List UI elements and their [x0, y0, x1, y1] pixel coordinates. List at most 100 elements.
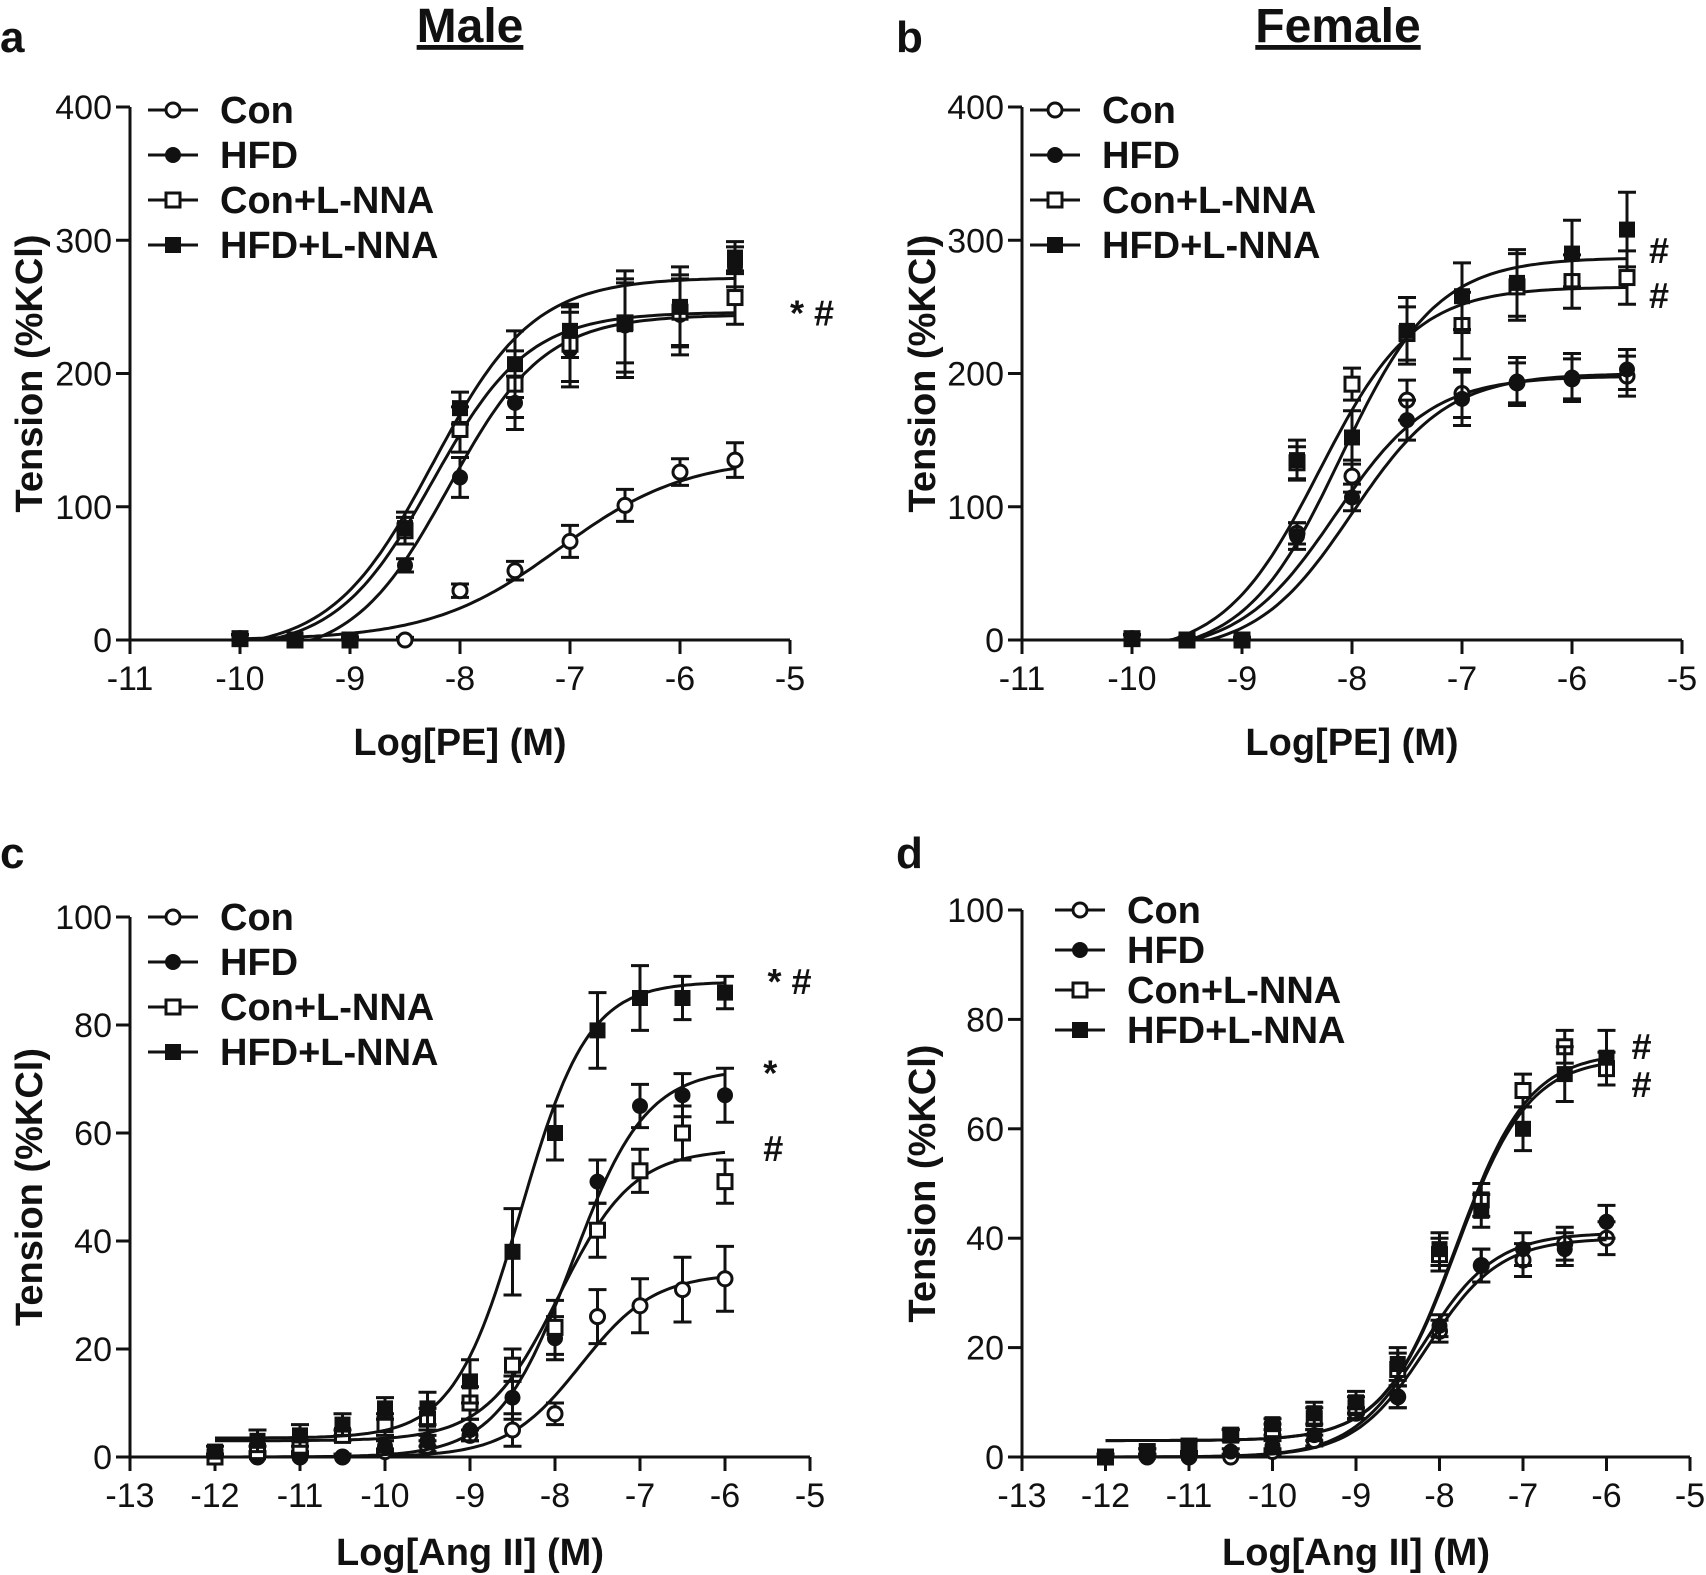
data-point — [1306, 1405, 1323, 1422]
data-point — [1454, 390, 1470, 407]
panel-letter: b — [896, 13, 923, 62]
data-point — [1124, 630, 1140, 647]
fit-curve — [240, 311, 736, 642]
x-axis-label: Log[Ang II] (M) — [336, 1532, 604, 1574]
y-axis-label: Tension (%KCl) — [9, 1048, 51, 1326]
data-point — [1619, 221, 1635, 238]
x-tick-label: -11 — [277, 1477, 324, 1515]
x-tick-label: -5 — [1667, 660, 1697, 698]
data-point — [589, 1022, 606, 1039]
data-point — [1343, 467, 1361, 485]
significance-annotation: # — [1632, 1064, 1652, 1105]
series-hfd — [1123, 348, 1636, 648]
data-point — [674, 1087, 691, 1104]
data-point — [617, 316, 633, 333]
x-tick-label: -12 — [190, 1477, 239, 1515]
x-tick-label: -7 — [1447, 660, 1477, 698]
legend-entry: HFD+L-NNA — [1030, 225, 1320, 267]
data-point — [1509, 274, 1525, 291]
chart-panel-b: b 0 100 200 300 400 -11 -10 -9 -8 -7 -6 -5 Log[PE] (M… — [896, 13, 1697, 764]
data-point — [1454, 288, 1470, 305]
data-point — [452, 400, 468, 417]
data-point — [396, 631, 414, 649]
x-tick-label: -11 — [999, 660, 1046, 698]
significance-annotation: # — [1649, 275, 1669, 316]
data-point — [1515, 1120, 1531, 1137]
y-axis-label: Tension (%KCl) — [902, 235, 944, 513]
data-point — [462, 1373, 478, 1390]
data-point — [1399, 322, 1415, 339]
x-tick-label: -13 — [997, 1477, 1046, 1515]
data-point — [249, 1432, 266, 1449]
series-con — [231, 441, 744, 649]
y-tick-label: 100 — [55, 899, 112, 937]
x-tick-label: -8 — [1337, 660, 1367, 698]
data-point — [504, 1389, 521, 1406]
x-tick-label: -10 — [1107, 660, 1156, 698]
data-point — [546, 1318, 564, 1336]
x-axis-label: Log[Ang II] (M) — [1222, 1532, 1490, 1574]
legend-entry: Con+L-NNA — [148, 180, 434, 222]
legend-entry: Con — [148, 897, 294, 939]
y-axis-label: Tension (%KCl) — [902, 1045, 944, 1323]
data-point — [462, 1422, 478, 1438]
fit-curve — [240, 314, 736, 642]
x-tick-label: -6 — [1557, 660, 1587, 698]
legend-label: Con — [220, 90, 294, 132]
data-point — [1618, 269, 1636, 287]
series-hfd-l-nna — [1096, 1028, 1616, 1465]
y-tick-label: 20 — [74, 1331, 112, 1369]
data-point — [632, 990, 648, 1006]
data-point — [1564, 245, 1580, 262]
data-point — [631, 1162, 649, 1180]
fit-curve — [239, 466, 736, 641]
legend-entry: Con — [1055, 890, 1201, 932]
fit-curve — [1132, 286, 1627, 642]
series-con-l-nna — [231, 269, 744, 649]
x-tick-label: -5 — [775, 660, 805, 698]
legend-marker — [165, 1044, 181, 1060]
x-tick-label: -5 — [795, 1477, 825, 1515]
data-point — [232, 630, 248, 647]
y-tick-label: 100 — [55, 489, 112, 527]
data-point — [334, 1449, 351, 1465]
x-tick-label: -8 — [445, 660, 475, 698]
legend-marker — [1046, 101, 1064, 119]
data-point — [726, 451, 744, 469]
x-tick-label: -9 — [1341, 1477, 1371, 1515]
data-point — [1264, 1416, 1281, 1433]
y-tick-label: 100 — [947, 892, 1004, 930]
legend-label: HFD — [220, 135, 298, 177]
x-tick-label: -9 — [335, 660, 365, 698]
data-point — [632, 1098, 648, 1114]
legend-label: HFD — [220, 942, 298, 984]
data-point — [397, 520, 413, 537]
data-point — [547, 1125, 563, 1141]
y-tick-label: 200 — [55, 356, 112, 394]
y-tick-label: 300 — [55, 222, 112, 260]
x-axis-label: Log[PE] (M) — [353, 722, 566, 764]
series-hfd-l-nna — [1123, 190, 1636, 648]
y-tick-label: 0 — [985, 1439, 1004, 1477]
legend-entry: Con — [148, 90, 294, 132]
data-point — [631, 1297, 649, 1315]
legend-entry: HFD+L-NNA — [148, 225, 438, 267]
y-tick-label: 80 — [966, 1001, 1004, 1039]
legend-label: HFD+L-NNA — [1102, 225, 1320, 267]
significance-annotation: * — [763, 1053, 777, 1094]
fit-curve — [240, 277, 735, 642]
data-point — [546, 1405, 564, 1423]
series-con — [1123, 354, 1636, 649]
data-point — [397, 557, 413, 574]
legend-label: Con — [220, 897, 294, 939]
y-tick-label: 60 — [966, 1111, 1004, 1149]
fit-curve — [1105, 1238, 1607, 1459]
data-point — [716, 1270, 734, 1288]
data-point — [1431, 1241, 1448, 1258]
heading-female: Female — [1255, 0, 1420, 53]
panel-letter: a — [0, 13, 25, 62]
data-point — [589, 1173, 606, 1190]
legend-entry: HFD+L-NNA — [1055, 1010, 1345, 1052]
x-tick-label: -10 — [1248, 1477, 1297, 1515]
